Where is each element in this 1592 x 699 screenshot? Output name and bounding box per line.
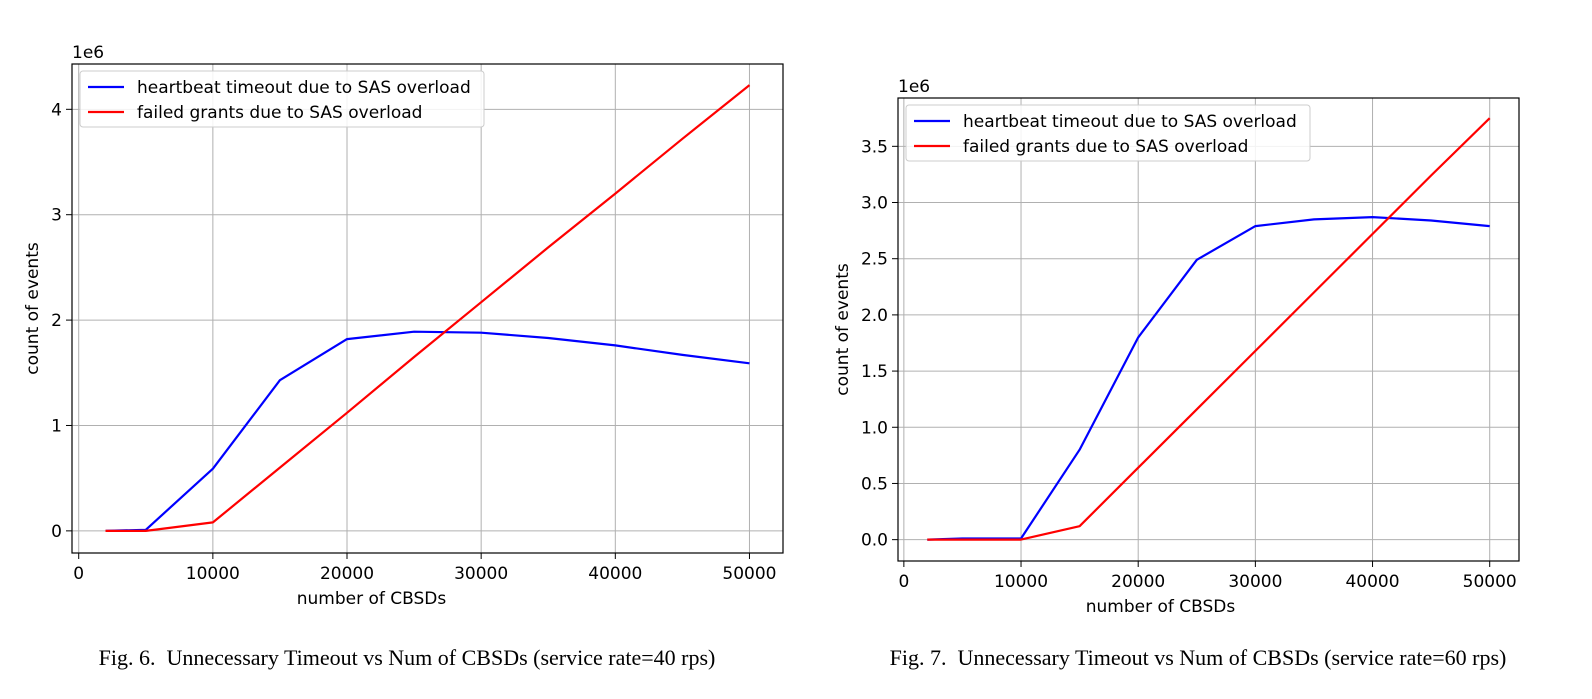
series-line-heartbeat-timeout <box>927 216 1490 541</box>
y-tick-label: 0 <box>51 522 62 542</box>
x-tick-label: 20000 <box>320 564 374 584</box>
x-tick-label: 10000 <box>994 572 1048 592</box>
y-tick-label: 1.5 <box>861 362 888 382</box>
legend-label: heartbeat timeout due to SAS overload <box>963 112 1297 132</box>
y-tick-label: 2.0 <box>861 306 888 326</box>
x-tick-label: 40000 <box>588 564 642 584</box>
plot-frame <box>897 97 1520 562</box>
legend-label: failed grants due to SAS overload <box>137 103 422 123</box>
y-tick-label: 2.5 <box>861 250 888 270</box>
chart-fig6: 0 10000 20000 30000 40000 50000 0 1 2 3 4 1e6 number… <box>23 43 784 670</box>
y-axis-label: count of events <box>833 263 853 396</box>
series-line-failed-grants <box>105 84 751 533</box>
y-tick-label: 1.0 <box>861 418 888 438</box>
y-offset-label: 1e6 <box>898 77 930 97</box>
x-tick-label: 40000 <box>1345 572 1399 592</box>
figure-caption: Fig. 6. Unnecessary Timeout vs Num of CB… <box>99 645 716 670</box>
x-tick-label: 10000 <box>186 564 240 584</box>
legend-box <box>905 104 1311 162</box>
y-tick-label: 3 <box>51 206 62 226</box>
legend-box <box>79 70 485 128</box>
x-tick-label: 0 <box>73 564 84 584</box>
x-tick-label: 0 <box>898 572 909 592</box>
x-tick-label: 20000 <box>1111 572 1165 592</box>
series-line-heartbeat-timeout <box>105 330 750 532</box>
chart-fig7: 0 10000 20000 30000 40000 50000 0.0 0.5 1.0 1.5 2.… <box>833 77 1520 670</box>
x-tick-label: 30000 <box>454 564 508 584</box>
y-tick-label: 1 <box>51 416 62 436</box>
figure-caption: Fig. 7. Unnecessary Timeout vs Num of CB… <box>890 645 1507 670</box>
y-tick-label: 3.0 <box>861 194 888 214</box>
y-tick-label: 0.0 <box>861 531 888 551</box>
legend-label: failed grants due to SAS overload <box>963 137 1248 157</box>
y-tick-label: 2 <box>51 311 62 331</box>
x-axis-label: number of CBSDs <box>1086 597 1236 617</box>
legend-label: heartbeat timeout due to SAS overload <box>137 78 471 98</box>
plot-frame <box>71 63 784 554</box>
x-tick-label: 50000 <box>722 564 776 584</box>
y-tick-label: 0.5 <box>861 474 888 494</box>
y-tick-label: 4 <box>51 100 62 120</box>
y-offset-label: 1e6 <box>72 43 104 63</box>
x-tick-label: 30000 <box>1228 572 1282 592</box>
series-line-failed-grants <box>927 117 1491 541</box>
y-tick-label: 3.5 <box>861 137 888 157</box>
x-tick-label: 50000 <box>1463 572 1517 592</box>
x-axis-label: number of CBSDs <box>297 589 447 609</box>
y-axis-label: count of events <box>23 242 43 375</box>
